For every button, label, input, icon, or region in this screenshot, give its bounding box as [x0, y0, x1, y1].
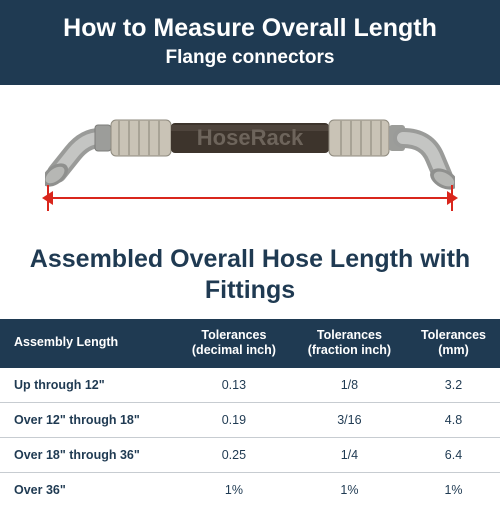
table-row: Over 36" 1% 1% 1%: [0, 472, 500, 507]
dimension-line: [48, 197, 452, 199]
cell-length: Up through 12": [0, 368, 176, 403]
cell-decimal: 0.25: [176, 437, 292, 472]
mid-title: Assembled Overall Hose Length with Fitti…: [0, 240, 500, 319]
col-assembly-length: Assembly Length: [0, 319, 176, 368]
header-bar: How to Measure Overall Length Flange con…: [0, 0, 500, 85]
cell-decimal: 1%: [176, 472, 292, 507]
cell-fraction: 1%: [292, 472, 407, 507]
right-crimp-icon: [329, 120, 389, 156]
right-fitting-icon: [389, 125, 455, 193]
cell-length: Over 12" through 18": [0, 402, 176, 437]
cell-fraction: 3/16: [292, 402, 407, 437]
hose-illustration: HoseRack: [45, 103, 455, 193]
left-crimp-icon: [111, 120, 171, 156]
page-title: How to Measure Overall Length: [10, 14, 490, 43]
table-header-row: Assembly Length Tolerances (decimal inch…: [0, 319, 500, 368]
tolerance-table: Assembly Length Tolerances (decimal inch…: [0, 319, 500, 507]
page-subtitle: Flange connectors: [10, 47, 490, 69]
cell-decimal: 0.19: [176, 402, 292, 437]
left-fitting-icon: [45, 125, 111, 191]
col-tol-decimal: Tolerances (decimal inch): [176, 319, 292, 368]
table-row: Up through 12" 0.13 1/8 3.2: [0, 368, 500, 403]
table-row: Over 12" through 18" 0.19 3/16 4.8: [0, 402, 500, 437]
diagram-area: HoseRack: [0, 85, 500, 240]
hose-svg: HoseRack: [45, 103, 455, 193]
cell-length: Over 18" through 36": [0, 437, 176, 472]
cell-length: Over 36": [0, 472, 176, 507]
cell-fraction: 1/8: [292, 368, 407, 403]
col-tol-mm: Tolerances (mm): [407, 319, 500, 368]
cell-mm: 6.4: [407, 437, 500, 472]
cell-mm: 1%: [407, 472, 500, 507]
cell-mm: 3.2: [407, 368, 500, 403]
cell-fraction: 1/4: [292, 437, 407, 472]
cell-decimal: 0.13: [176, 368, 292, 403]
cell-mm: 4.8: [407, 402, 500, 437]
arrow-head-right-icon: [447, 191, 458, 205]
watermark-text: HoseRack: [197, 125, 304, 150]
col-tol-fraction: Tolerances (fraction inch): [292, 319, 407, 368]
table-row: Over 18" through 36" 0.25 1/4 6.4: [0, 437, 500, 472]
